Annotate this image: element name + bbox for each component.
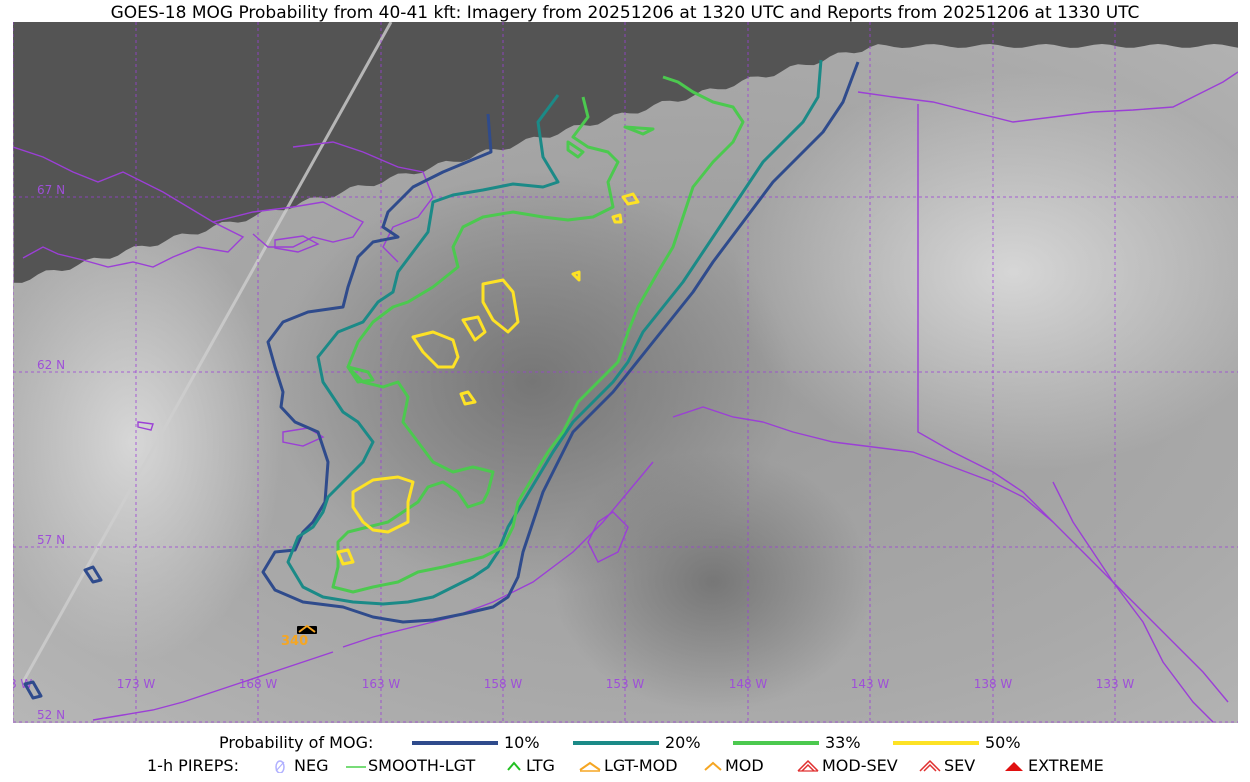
contour-50pct-f	[621, 192, 640, 206]
pirep-legend-title: 1-h PIREPS:	[147, 756, 239, 775]
legend-mod-label: MOD	[725, 756, 764, 775]
legend-50pct-swatch	[893, 740, 979, 745]
coast-alaska-west	[292, 141, 434, 263]
legend-20pct: 20%	[573, 733, 701, 752]
legend-mod: MOD	[703, 756, 764, 775]
legend-extreme-label: EXTREME	[1028, 756, 1104, 775]
coastlines	[13, 71, 1238, 723]
contour-10pct-small	[23, 680, 43, 700]
latitude-label: 57 N	[37, 533, 65, 547]
legend-ltg-label: LTG	[526, 756, 555, 775]
coast-stlawrence	[274, 235, 320, 253]
mod-sev-icon	[797, 759, 819, 772]
coast-chukotka	[13, 146, 245, 268]
legend-10pct: 10%	[412, 733, 540, 752]
lgt-mod-icon	[579, 761, 601, 772]
bright-cloud-west	[13, 222, 283, 662]
longitude-label: 163 W	[362, 677, 401, 691]
legend-20pct-swatch	[573, 740, 659, 745]
legend-neg-label: NEG	[294, 756, 329, 775]
contour-50pct-g	[611, 213, 623, 224]
mod-icon	[298, 624, 316, 633]
legend-33pct: 33%	[733, 733, 861, 752]
coast-nunivak	[282, 427, 325, 447]
contour-50pct-i	[459, 390, 477, 406]
legend-mod-sev: MOD-SEV	[796, 756, 898, 775]
legend-33pct-label: 33%	[825, 733, 861, 752]
longitude-label: 138 W	[974, 677, 1013, 691]
mog-legend: Probability of MOG: 10% 20% 33% 50%	[0, 733, 1250, 753]
longitude-label: 148 W	[729, 677, 768, 691]
pirep-box	[297, 626, 317, 634]
scan-streak	[21, 22, 393, 683]
legend-50pct-label: 50%	[985, 733, 1021, 752]
legend-10pct-label: 10%	[504, 733, 540, 752]
extreme-icon	[1005, 761, 1023, 771]
coast-north-alaska	[857, 71, 1238, 123]
contour-50pct-h	[571, 270, 581, 282]
no-data-region	[13, 22, 1238, 283]
ltg-icon	[507, 760, 521, 771]
contour-50pct-e	[336, 548, 355, 566]
graticule	[13, 22, 1238, 723]
legend-ltg: LTG	[504, 756, 555, 775]
mod-icon	[704, 761, 722, 771]
contour-50pct-d	[461, 315, 487, 342]
longitude-label: 153 W	[606, 677, 645, 691]
longitude-label: 173 W	[117, 677, 156, 691]
legend-smooth-lgt: SMOOTH-LGT	[346, 756, 475, 775]
coast-anadyr	[212, 201, 365, 248]
legend-10pct-swatch	[412, 740, 498, 745]
latitude-label: 52 N	[37, 708, 65, 722]
contour-33pct	[331, 75, 745, 594]
sev-icon	[919, 759, 941, 772]
legend-sev: SEV	[918, 756, 975, 775]
legend-extreme: EXTREME	[1002, 756, 1104, 775]
legend-20pct-label: 20%	[665, 733, 701, 752]
longitude-label: 168 W	[239, 677, 278, 691]
coast-kodiak	[587, 511, 629, 563]
contour-10pct-isolated	[83, 565, 103, 584]
coast-aleutians	[92, 651, 334, 721]
dark-swirl	[553, 452, 873, 712]
latitude-label: 67 N	[37, 183, 65, 197]
latitude-label: 62 N	[37, 358, 65, 372]
legend-33pct-swatch	[733, 740, 819, 745]
longitude-label: 143 W	[851, 677, 890, 691]
longitude-label: 158 W	[484, 677, 523, 691]
coast-peninsula	[342, 461, 654, 648]
smooth-lgt-icon	[346, 765, 366, 768]
contour-20pct	[286, 59, 823, 606]
map-title: GOES-18 MOG Probability from 40-41 kft: …	[110, 3, 1140, 23]
neg-icon	[275, 759, 285, 773]
coast-alaska-south	[672, 406, 1229, 703]
pirep-marker[interactable]: 340	[281, 624, 317, 649]
mog-legend-title: Probability of MOG:	[219, 733, 374, 752]
legend-50pct: 50%	[893, 733, 1021, 752]
legend-sev-label: SEV	[944, 756, 976, 775]
legend-neg: NEG	[272, 756, 328, 775]
contour-50pct-c	[481, 278, 520, 334]
contour-33pct-c	[623, 125, 655, 136]
coast-panhandle	[1052, 481, 1214, 723]
longitude-label: 133 W	[1096, 677, 1135, 691]
mog-contours	[23, 59, 860, 700]
legend-lgt-mod-label: LGT-MOD	[604, 756, 678, 775]
contour-10pct	[261, 61, 860, 624]
contour-50pct-b	[411, 330, 460, 369]
contour-33pct-b	[566, 140, 585, 159]
pirep-legend: 1-h PIREPS: NEG SMOOTH-LGT LTG LGT-MOD M…	[0, 756, 1250, 776]
contour-33pct-d	[346, 365, 375, 384]
legend-lgt-mod: LGT-MOD	[578, 756, 678, 775]
contour-50pct-a	[351, 475, 415, 534]
coast-stmatthew	[137, 421, 154, 431]
legend-mod-sev-label: MOD-SEV	[822, 756, 898, 775]
border-ak-canada	[917, 104, 1054, 523]
legend-smooth-lgt-label: SMOOTH-LGT	[368, 756, 476, 775]
pirep-flight-level: 340	[281, 634, 308, 649]
